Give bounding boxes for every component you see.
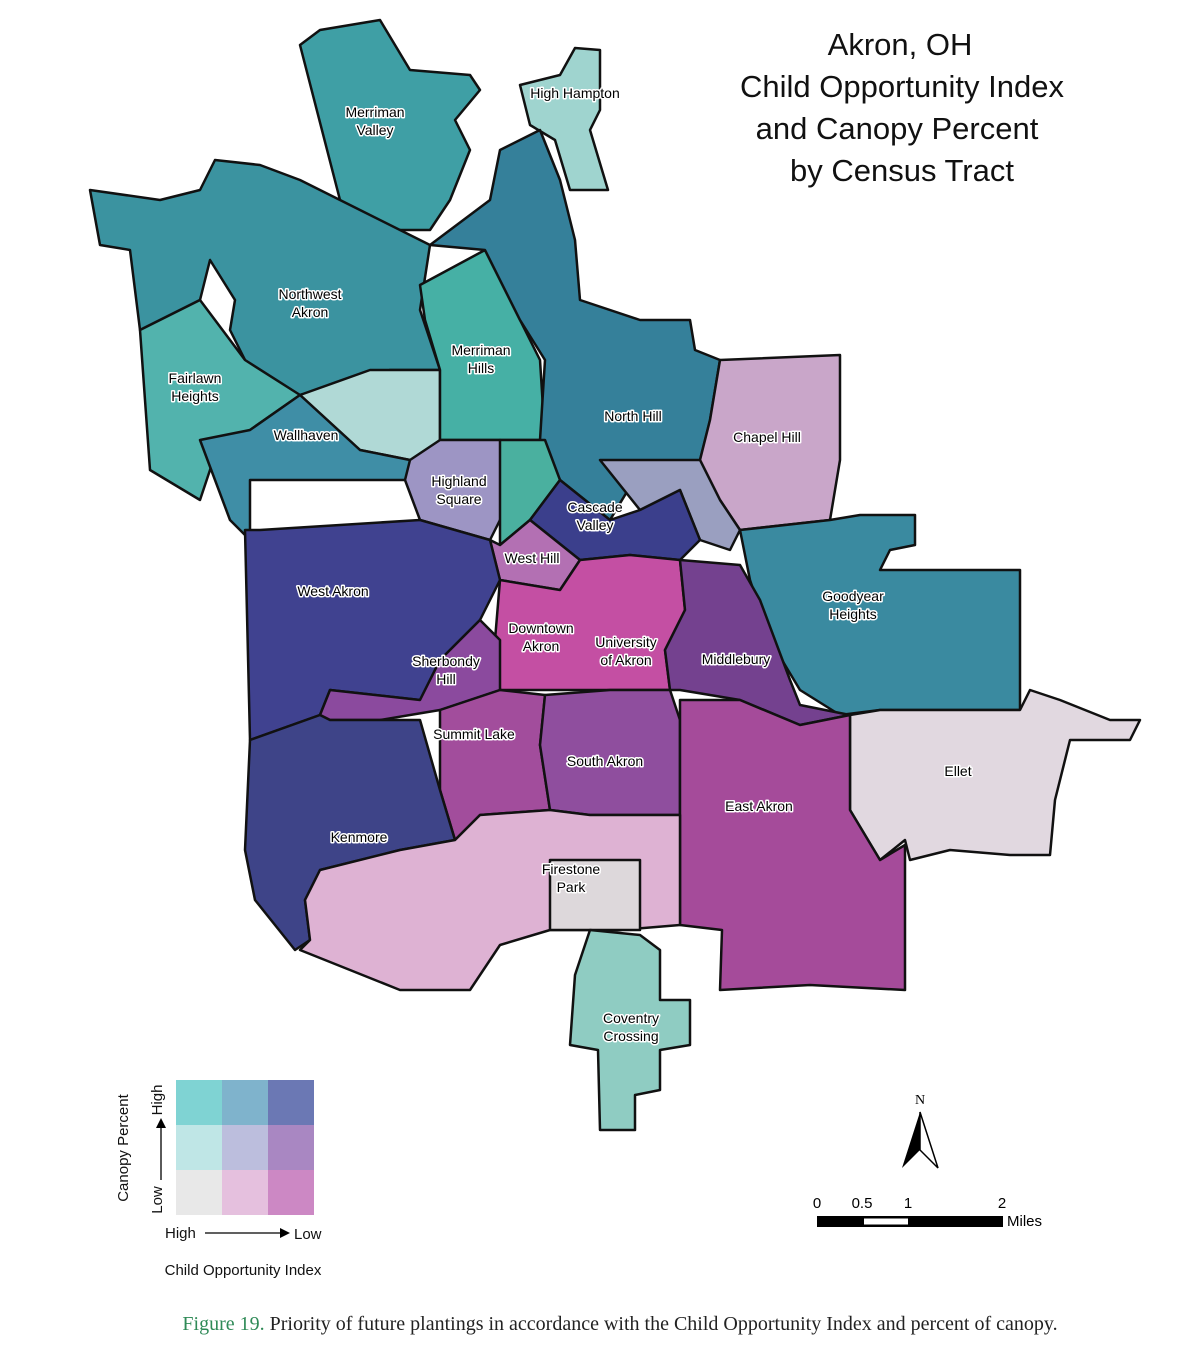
legend-x-label: Child Opportunity Index xyxy=(165,1262,322,1279)
legend-cell xyxy=(222,1170,268,1215)
north-arrow-left xyxy=(902,1112,920,1168)
neighborhood-label: Chapel Hill xyxy=(733,429,801,445)
neighborhood-label: North Hill xyxy=(604,408,662,424)
neighborhood-label: West Akron xyxy=(297,583,368,599)
tract xyxy=(568,928,692,1132)
scale-label: 2 xyxy=(998,1195,1006,1212)
neighborhood-label: Hill xyxy=(436,671,455,687)
neighborhood-label: Merriman xyxy=(345,104,404,120)
neighborhood-label: Ellet xyxy=(944,763,971,779)
neighborhood-label: Crossing xyxy=(603,1028,658,1044)
neighborhood-label: of Akron xyxy=(600,652,651,668)
legend-cell xyxy=(222,1080,268,1125)
neighborhood-label: Fairlawn xyxy=(169,370,222,386)
north-arrow: N xyxy=(902,1093,939,1169)
neighborhood-label: Middlebury xyxy=(702,651,770,667)
legend-cell xyxy=(268,1170,314,1215)
neighborhood-label: Merriman xyxy=(451,342,510,358)
legend-cell xyxy=(268,1080,314,1125)
neighborhood-label: Cascade xyxy=(567,499,622,515)
scale-bar-segment xyxy=(864,1218,908,1225)
legend-arrowhead xyxy=(156,1118,166,1128)
labels: Merriman Valley High Hampton Northwest Akron… xyxy=(167,84,973,1046)
scale-bar-body xyxy=(817,1216,1003,1227)
neighborhood-label: High Hampton xyxy=(530,85,620,101)
legend-cell xyxy=(176,1125,222,1170)
north-arrow-right xyxy=(919,1111,939,1169)
caption-figure: Figure 19. xyxy=(182,1313,264,1335)
legend-cell xyxy=(176,1080,222,1125)
neighborhood-label: Summit Lake xyxy=(433,726,515,742)
neighborhood-label: Kenmore xyxy=(331,829,388,845)
neighborhood-label: Park xyxy=(557,879,587,895)
scale-label: 1 xyxy=(904,1195,912,1212)
legend-cell xyxy=(268,1125,314,1170)
legend-x-low: Low xyxy=(294,1226,322,1243)
tract xyxy=(518,46,610,192)
title-line: Akron, OH xyxy=(828,27,973,62)
tract xyxy=(848,688,1142,862)
neighborhood-label: Sherbondy xyxy=(412,653,480,669)
neighborhood-label: Heights xyxy=(171,388,218,404)
title-line: and Canopy Percent xyxy=(756,111,1039,146)
neighborhood-label: Hills xyxy=(468,360,494,376)
neighborhood-label: West Hill xyxy=(505,550,560,566)
neighborhood-label: Highland xyxy=(431,473,486,489)
caption: Figure 19. Priority of future plantings … xyxy=(182,1313,1057,1335)
neighborhood-label: Valley xyxy=(576,517,613,533)
neighborhood-label: Wallhaven xyxy=(274,427,339,443)
title-line: Child Opportunity Index xyxy=(740,69,1064,104)
legend-cell xyxy=(176,1170,222,1215)
legend: Canopy Percent High Low High Low Child Opport… xyxy=(115,1080,322,1279)
neighborhood-label: Akron xyxy=(523,638,560,654)
neighborhood-label: Coventry xyxy=(603,1010,659,1026)
scale-label: 0.5 xyxy=(852,1195,873,1212)
neighborhood-label: Northwest xyxy=(278,286,341,302)
neighborhood-label: East Akron xyxy=(725,798,793,814)
title-line: by Census Tract xyxy=(790,153,1014,188)
neighborhood-label: University xyxy=(595,634,656,650)
legend-y-label: Canopy Percent xyxy=(115,1093,132,1201)
tract xyxy=(678,698,907,992)
neighborhood-label: Firestone xyxy=(542,861,601,877)
scale-label: 0 xyxy=(813,1195,821,1212)
neighborhood-label: Downtown xyxy=(508,620,573,636)
legend-cell xyxy=(222,1125,268,1170)
caption-text: Priority of future plantings in accordan… xyxy=(265,1313,1058,1335)
title: Akron, OH Child Opportunity Index and Cano… xyxy=(740,27,1064,188)
neighborhood-label: Heights xyxy=(829,606,876,622)
legend-x-high: High xyxy=(165,1225,196,1242)
tract xyxy=(548,858,642,932)
legend-y-low: Low xyxy=(149,1186,166,1214)
neighborhood-label: Goodyear xyxy=(822,588,884,604)
map xyxy=(88,18,1142,1132)
neighborhood-label: Valley xyxy=(356,122,393,138)
scale-unit: Miles xyxy=(1007,1213,1042,1230)
legend-y-high: High xyxy=(149,1085,166,1116)
legend-arrowhead xyxy=(280,1228,290,1238)
north-label: N xyxy=(915,1093,925,1108)
neighborhood-label: Square xyxy=(436,491,481,507)
neighborhood-label: South Akron xyxy=(567,753,643,769)
neighborhood-label: Akron xyxy=(292,304,329,320)
